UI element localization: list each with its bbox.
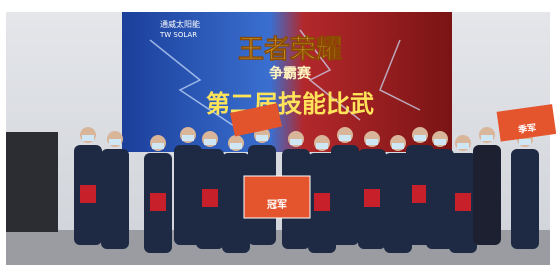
photo: 通威太阳能 TW SOLAR 王者荣耀 争霸赛 第二届技能比武 冠军 季军 — [0, 0, 556, 272]
face-mask — [256, 135, 268, 141]
sign-champion — [244, 176, 310, 218]
face-mask — [519, 139, 531, 145]
red-box — [80, 185, 96, 203]
face-mask — [481, 135, 493, 141]
face-mask — [290, 139, 302, 145]
face-mask — [434, 139, 446, 145]
sign-champion-text: 冠军 — [267, 199, 287, 211]
person-body — [331, 145, 359, 245]
red-box — [412, 185, 428, 203]
red-box — [364, 189, 380, 207]
face-mask — [414, 135, 426, 141]
face-mask — [152, 143, 164, 149]
face-mask — [316, 143, 328, 149]
red-box — [202, 189, 218, 207]
red-box — [314, 193, 330, 211]
person-body — [473, 145, 501, 245]
face-mask — [366, 139, 378, 145]
face-mask — [204, 139, 216, 145]
person-body — [511, 149, 539, 249]
red-box — [150, 193, 166, 211]
page: 通威太阳能 TW SOLAR 王者荣耀 争霸赛 第二届技能比武 冠军 季军 ((… — [0, 0, 556, 272]
face-mask — [392, 143, 404, 149]
face-mask — [182, 135, 194, 141]
face-mask — [82, 135, 94, 141]
face-mask — [339, 135, 351, 141]
face-mask — [457, 143, 469, 149]
person-body — [101, 149, 129, 249]
screen-subhead: 争霸赛 — [269, 65, 312, 82]
screen-headline: 王者荣耀 — [238, 35, 342, 65]
face-mask — [230, 143, 242, 149]
logo-cn: 通威太阳能 — [160, 19, 200, 29]
face-mask — [109, 139, 121, 145]
podium — [6, 132, 58, 232]
red-box — [455, 193, 471, 211]
logo-en: TW SOLAR — [159, 31, 197, 39]
